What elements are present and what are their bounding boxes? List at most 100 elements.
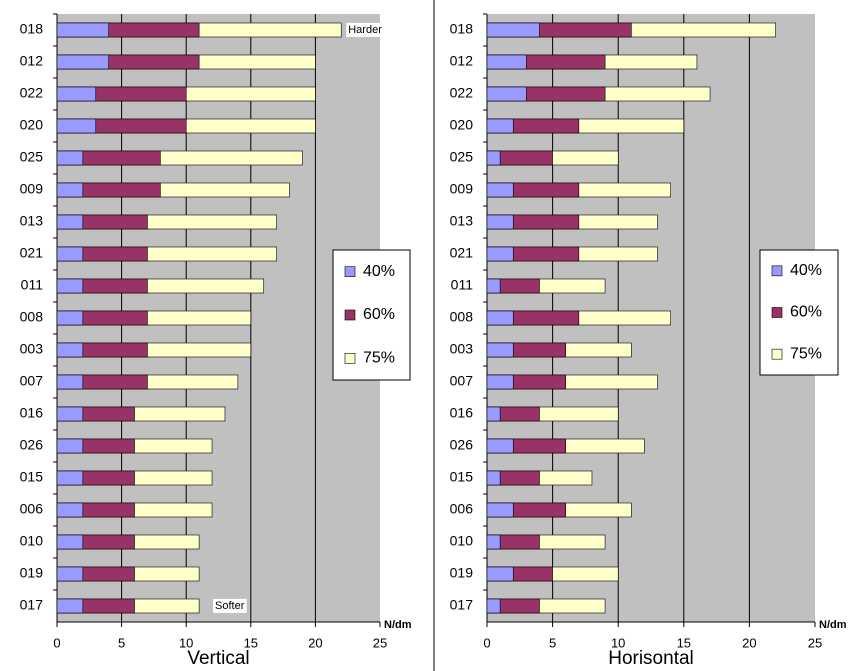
x-tick-label: 5 bbox=[118, 635, 125, 650]
y-tick-label: 007 bbox=[450, 373, 474, 389]
y-tick-label: 010 bbox=[20, 533, 44, 549]
bar bbox=[486, 150, 501, 166]
y-tick-label: 017 bbox=[20, 597, 44, 613]
bar bbox=[486, 182, 514, 198]
bar bbox=[56, 86, 97, 102]
bar bbox=[56, 22, 109, 38]
bar bbox=[486, 214, 514, 230]
bar bbox=[56, 438, 84, 454]
legend-swatch bbox=[344, 309, 356, 321]
bar bbox=[56, 406, 84, 422]
annotation-box bbox=[213, 598, 247, 613]
legend-swatch bbox=[771, 348, 783, 360]
bar bbox=[56, 502, 84, 518]
x-axis-label: N/dm bbox=[819, 619, 847, 631]
bar bbox=[486, 374, 514, 390]
y-tick-label: 020 bbox=[450, 117, 474, 133]
legend-label: 60% bbox=[363, 306, 395, 323]
annotation: Harder bbox=[348, 24, 382, 36]
bar bbox=[486, 86, 527, 102]
x-tick-label: 10 bbox=[611, 635, 625, 650]
legend-label: 40% bbox=[790, 262, 822, 279]
y-tick-label: 016 bbox=[20, 405, 44, 421]
bar bbox=[486, 470, 501, 486]
bar bbox=[486, 342, 514, 358]
y-tick-label: 017 bbox=[450, 597, 474, 613]
legend-label: 40% bbox=[363, 263, 395, 280]
x-tick-label: 20 bbox=[308, 635, 322, 650]
y-tick-label: 022 bbox=[20, 85, 44, 101]
bar bbox=[486, 438, 514, 454]
bar bbox=[486, 278, 501, 294]
bar bbox=[56, 246, 84, 262]
y-tick-label: 026 bbox=[20, 437, 44, 453]
y-tick-label: 007 bbox=[20, 373, 44, 389]
y-tick-label: 012 bbox=[20, 53, 44, 69]
chart-title: Horisontal bbox=[608, 648, 694, 669]
legend-swatch bbox=[771, 307, 783, 318]
chart-title: Vertical bbox=[187, 648, 249, 669]
bar bbox=[486, 502, 514, 518]
bar bbox=[56, 310, 84, 326]
y-tick-label: 015 bbox=[450, 469, 474, 485]
y-tick-label: 006 bbox=[450, 501, 474, 517]
y-tick-label: 003 bbox=[20, 341, 44, 357]
legend-label: 75% bbox=[790, 345, 822, 362]
x-tick-label: 15 bbox=[677, 635, 691, 650]
y-tick-label: 010 bbox=[450, 533, 474, 549]
bar bbox=[56, 118, 97, 134]
bar bbox=[56, 566, 84, 582]
bar bbox=[486, 310, 514, 326]
y-tick-label: 020 bbox=[20, 117, 44, 133]
legend-swatch bbox=[771, 265, 783, 277]
x-tick-label: 15 bbox=[244, 635, 258, 650]
y-tick-label: 025 bbox=[450, 149, 474, 165]
x-tick-label: 0 bbox=[483, 635, 490, 650]
y-tick-label: 019 bbox=[450, 565, 474, 581]
y-tick-label: 013 bbox=[450, 213, 474, 229]
bar bbox=[56, 598, 84, 614]
legend-swatch bbox=[344, 266, 356, 277]
bar bbox=[56, 150, 84, 166]
y-tick-label: 018 bbox=[450, 21, 474, 37]
bar bbox=[56, 374, 84, 390]
y-tick-label: 011 bbox=[451, 277, 474, 293]
y-tick-label: 013 bbox=[20, 213, 44, 229]
bar bbox=[56, 278, 84, 294]
y-tick-label: 018 bbox=[20, 21, 44, 37]
annotation-box bbox=[346, 22, 385, 37]
legend-swatch bbox=[344, 353, 356, 364]
x-tick-label: 5 bbox=[549, 635, 556, 650]
y-tick-label: 025 bbox=[20, 149, 44, 165]
bar bbox=[486, 598, 501, 614]
bar bbox=[486, 246, 514, 262]
x-tick-label: 10 bbox=[179, 635, 193, 650]
y-tick-label: 022 bbox=[450, 85, 474, 101]
y-tick-label: 003 bbox=[450, 341, 474, 357]
bar bbox=[486, 22, 540, 38]
x-tick-label: 20 bbox=[742, 635, 756, 650]
bar bbox=[56, 214, 84, 230]
bar bbox=[56, 470, 84, 486]
bar bbox=[486, 118, 514, 134]
bar bbox=[56, 182, 84, 198]
x-tick-label: 0 bbox=[53, 635, 60, 650]
bar bbox=[56, 534, 84, 550]
y-tick-label: 021 bbox=[20, 245, 44, 261]
legend-label: 75% bbox=[363, 350, 395, 367]
annotation: Softer bbox=[215, 600, 245, 612]
x-tick-label: 25 bbox=[808, 635, 822, 650]
y-tick-label: 006 bbox=[20, 501, 44, 517]
x-tick-label: 25 bbox=[373, 635, 387, 650]
bar bbox=[486, 54, 527, 70]
y-tick-label: 008 bbox=[20, 309, 44, 325]
bar bbox=[56, 54, 109, 70]
bar bbox=[486, 534, 501, 550]
y-tick-label: 026 bbox=[450, 437, 474, 453]
y-tick-label: 009 bbox=[20, 181, 44, 197]
y-tick-label: 019 bbox=[20, 565, 44, 581]
bar bbox=[486, 566, 514, 582]
y-tick-label: 009 bbox=[450, 181, 474, 197]
x-axis-label: N/dm bbox=[384, 619, 412, 631]
